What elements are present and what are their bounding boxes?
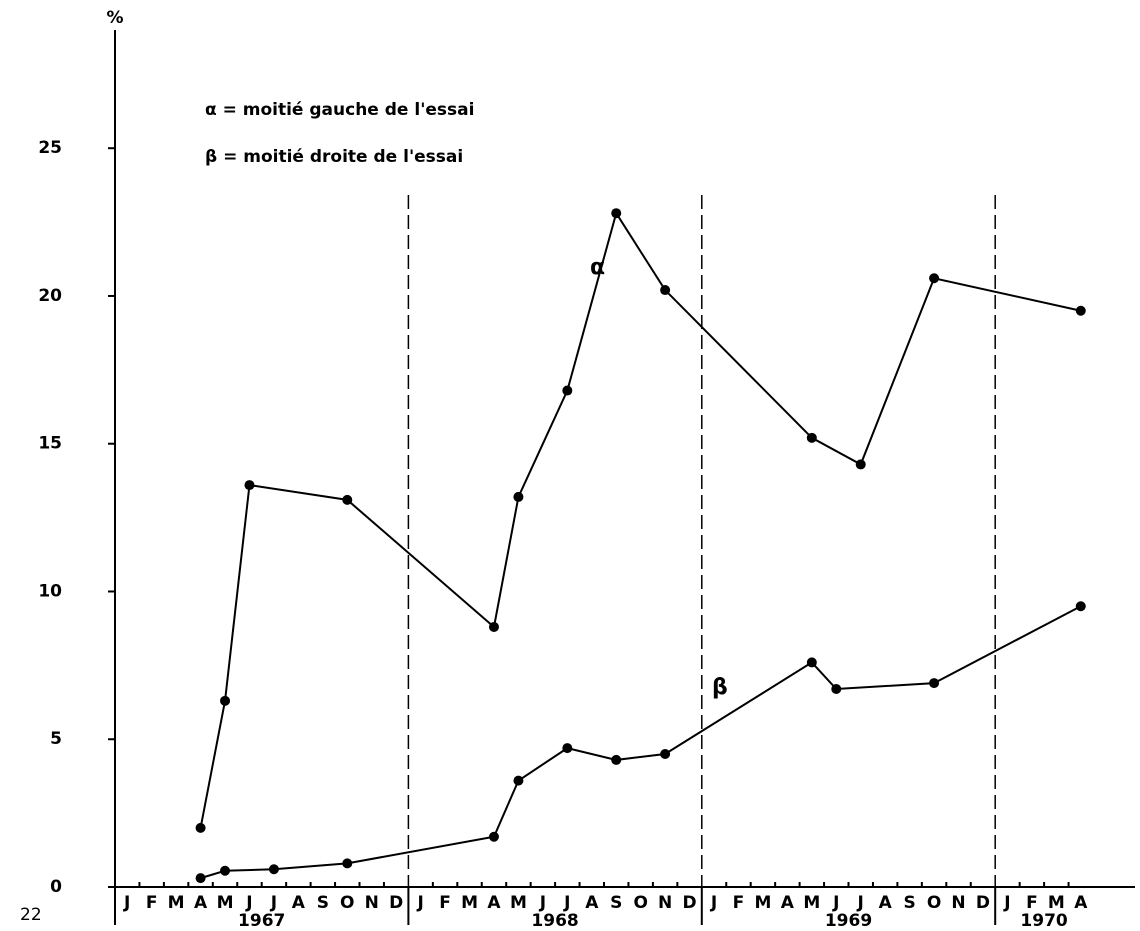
data-point [244,480,255,491]
data-point [1075,305,1086,316]
data-point [562,743,573,754]
x-tick-label: J [563,893,570,913]
x-tick-label: F [146,893,158,913]
x-tick-label: N [951,893,965,913]
x-tick-label: S [904,893,916,913]
y-axis-label: % [106,8,123,28]
series-label: α [590,255,605,280]
x-tick-label: A [585,893,599,913]
legend-entry: α = moitié gauche de l'essai [205,100,474,120]
series-line [199,210,1081,829]
data-point [195,873,206,884]
x-tick-label: M [803,893,820,913]
x-tick-label: D [389,893,403,913]
year-label: 1970 [1020,911,1067,931]
data-point [488,621,499,632]
x-tick-label: S [610,893,622,913]
x-tick-label: J [832,893,839,913]
legend-entry: β = moitié droite de l'essai [205,147,463,167]
x-tick-label: A [487,893,501,913]
x-tick-label: J [416,893,423,913]
data-point [513,775,524,786]
x-tick-label: J [1003,893,1010,913]
data-point [831,684,842,695]
data-point [806,432,817,443]
x-tick-label: S [317,893,329,913]
data-point [342,494,353,505]
x-tick-label: M [754,893,771,913]
x-tick-label: M [510,893,527,913]
x-tick-label: M [1048,893,1065,913]
x-tick-label: A [194,893,208,913]
y-tick-label: 10 [38,581,62,601]
data-point [342,858,353,869]
x-tick-label: J [245,893,252,913]
data-point [929,678,940,689]
x-tick-label: J [857,893,864,913]
x-tick-label: F [733,893,745,913]
y-tick-label: 25 [38,138,62,158]
data-point [1075,601,1086,612]
data-point [611,754,622,765]
x-tick-label: N [365,893,379,913]
data-point [660,749,671,760]
data-point [806,657,817,668]
data-point [488,831,499,842]
y-tick-label: 15 [38,434,62,454]
x-tick-label: O [633,893,647,913]
data-point [268,864,279,875]
x-tick-label: J [710,893,717,913]
x-tick-label: A [781,893,795,913]
x-tick-label: D [976,893,990,913]
y-tick-label: 5 [50,729,62,749]
data-point [929,273,940,284]
data-point [513,491,524,502]
page-number: 22 [20,905,42,925]
data-point [195,822,206,833]
series-label: β [712,675,728,700]
year-label: 1969 [825,911,872,931]
series-line [200,605,1082,880]
x-tick-label: N [658,893,672,913]
x-tick-label: M [168,893,185,913]
data-point [855,459,866,470]
y-tick-label: 20 [38,286,62,306]
data-point [611,208,622,219]
x-tick-label: D [683,893,697,913]
data-point [220,695,231,706]
x-tick-label: A [1074,893,1088,913]
x-tick-label: J [539,893,546,913]
y-tick-label: 0 [50,877,62,897]
x-tick-label: F [439,893,451,913]
x-tick-label: O [927,893,941,913]
x-tick-label: M [217,893,234,913]
x-tick-label: O [340,893,354,913]
x-tick-label: A [879,893,893,913]
x-tick-label: J [270,893,277,913]
x-tick-label: F [1026,893,1038,913]
x-tick-label: J [123,893,130,913]
data-point [220,865,231,876]
year-label: 1967 [238,911,285,931]
x-tick-label: M [461,893,478,913]
data-point [562,385,573,396]
year-label: 1968 [531,911,578,931]
data-point [660,285,671,296]
x-tick-label: A [292,893,306,913]
